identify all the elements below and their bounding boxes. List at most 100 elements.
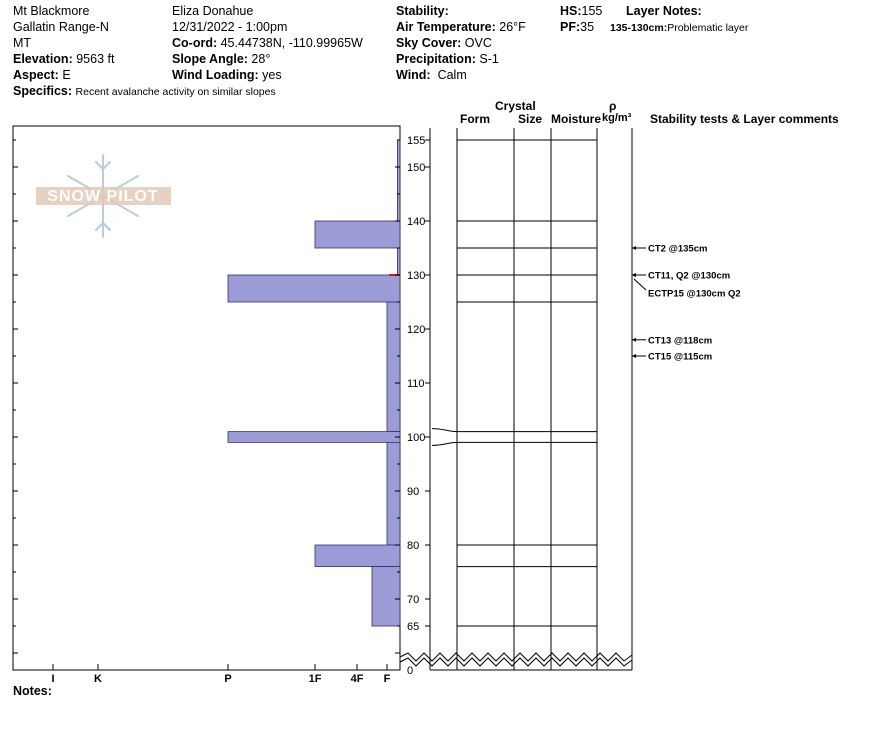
depth-tick-label: 90 <box>407 486 419 498</box>
hardness-bar <box>227 431 401 443</box>
layer-boundary <box>431 441 597 446</box>
slope-field: Slope Angle: 28° <box>172 52 270 66</box>
depth-tick-label: 110 <box>407 378 425 390</box>
layer-note: 135-130cm:Problematic layer <box>610 21 748 35</box>
density-rho-heading: ρ <box>609 99 617 113</box>
logo-band <box>36 187 171 205</box>
precipitation-label: Precipitation: <box>396 52 476 66</box>
hardness-tick-label: P <box>224 673 231 685</box>
pf-value: 35 <box>580 20 595 34</box>
moisture-heading: Moisture <box>551 112 602 126</box>
snowpilot-logo: SNOW PILOT <box>36 154 171 238</box>
axis-break-bottom <box>399 657 633 667</box>
wind-loading-value: yes <box>262 68 282 82</box>
location-name: Mt Blackmore <box>13 4 90 18</box>
hardness-bars <box>227 139 401 627</box>
layer-boundary-lines <box>431 139 597 627</box>
test-arrow-head <box>632 337 636 342</box>
hardness-scale: I K P 1F 4F F <box>51 664 391 685</box>
stability-test-label: CT15 @115cm <box>648 352 712 363</box>
hardness-bar <box>396 247 401 276</box>
hardness-tick-label: I <box>51 673 54 685</box>
depth-zero-label: 0 <box>407 665 413 677</box>
notes-label: Notes: <box>13 684 52 698</box>
specifics-field: Specifics: Recent avalanche activity on … <box>13 84 276 99</box>
observation-datetime: 12/31/2022 - 1:00pm <box>172 20 288 34</box>
stability-tests: CT2 @135cm CT11, Q2 @130cm ECTP15 @130cm Q… <box>632 244 741 363</box>
precipitation-field: Precipitation: S-1 <box>396 52 499 66</box>
hardness-tick-label: 1F <box>309 673 322 685</box>
hardness-tick-label: F <box>384 673 391 685</box>
elevation-value: 9563 ft <box>76 52 115 66</box>
left-panel-ticks <box>13 139 400 654</box>
state: MT <box>13 36 32 50</box>
hs-label: HS: <box>560 4 582 18</box>
stability-test-label: CT2 @135cm <box>648 244 707 255</box>
layer-note-text: Problematic layer <box>667 22 749 34</box>
stability-comments-heading: Stability tests & Layer comments <box>650 112 839 126</box>
aspect-field: Aspect: E <box>13 68 71 82</box>
test-arrow-head <box>632 354 636 358</box>
depth-tick-label: 140 <box>407 216 425 228</box>
wind-label: Wind: <box>396 68 431 82</box>
depth-tick-label: 130 <box>407 270 425 282</box>
slope-label: Slope Angle: <box>172 52 248 66</box>
observer-name: Eliza Donahue <box>172 4 254 18</box>
wind-loading-field: Wind Loading: yes <box>172 68 282 82</box>
hardness-bar <box>396 139 401 222</box>
sky-cover-field: Sky Cover: OVC <box>396 36 492 50</box>
pf-label: PF: <box>560 20 581 34</box>
form-heading: Form <box>460 112 490 126</box>
hardness-bar <box>386 441 401 546</box>
elevation-label: Elevation: <box>13 52 73 66</box>
hardness-tick-label: 4F <box>351 673 364 685</box>
hardness-bar <box>386 301 401 433</box>
depth-tick-label: 155 <box>407 135 425 147</box>
specifics-value: Recent avalanche activity on similar slo… <box>75 86 276 98</box>
depth-tick-label: 70 <box>407 594 419 606</box>
coord-label: Co-ord: <box>172 36 218 50</box>
depth-axis: 65 70 80 90 100 110 120 130 140 150 155 0 <box>407 135 430 677</box>
air-temp-field: Air Temperature: 26°F <box>396 20 526 34</box>
hardness-panel-frame <box>12 125 401 671</box>
depth-tick-label: 120 <box>407 324 425 336</box>
sky-cover-label: Sky Cover: <box>396 36 462 50</box>
aspect-value: E <box>62 68 71 82</box>
hardness-tick-label: K <box>94 673 102 685</box>
pf-field: PF:35 <box>560 20 594 34</box>
air-temp-label: Air Temperature: <box>396 20 496 34</box>
specifics-label: Specifics: <box>13 84 73 98</box>
size-heading: Size <box>518 112 543 126</box>
axis-break-top <box>399 652 633 662</box>
test-arrow-head <box>632 246 636 250</box>
wind-field: Wind: Calm <box>396 68 467 82</box>
hardness-bar <box>314 544 401 568</box>
depth-tick-label: 150 <box>407 162 425 174</box>
density-unit-heading: kg/m³ <box>602 112 632 124</box>
layer-boundary <box>431 428 597 433</box>
depth-tick-label: 65 <box>407 621 419 633</box>
coord-value: 45.44738N, -110.99965W <box>220 36 363 50</box>
precipitation-value: S-1 <box>479 52 499 66</box>
stability-field: Stability: <box>396 4 449 18</box>
wind-loading-label: Wind Loading: <box>172 68 259 82</box>
mountain-range: Gallatin Range-N <box>13 20 109 34</box>
stability-test-label: ECTP15 @130cm Q2 <box>648 289 741 300</box>
depth-tick-label: 100 <box>407 432 425 444</box>
logo-text: SNOW PILOT <box>47 188 158 205</box>
elevation-field: Elevation: 9563 ft <box>13 52 114 66</box>
crystal-heading: Crystal <box>495 99 536 113</box>
stability-test-label: CT13 @118cm <box>648 335 712 346</box>
air-temp-value: 26°F <box>499 20 526 34</box>
hardness-bar <box>227 274 401 303</box>
stability-label: Stability: <box>396 4 449 18</box>
wind-value: Calm <box>437 68 467 82</box>
hs-value: 155 <box>581 4 603 18</box>
coord-field: Co-ord: 45.44738N, -110.99965W <box>172 36 363 50</box>
aspect-label: Aspect: <box>13 68 59 82</box>
layer-note-range: 135-130cm: <box>610 22 668 34</box>
hardness-bar <box>371 566 401 627</box>
hardness-bar <box>314 220 401 249</box>
test-arrow-head <box>632 273 636 277</box>
